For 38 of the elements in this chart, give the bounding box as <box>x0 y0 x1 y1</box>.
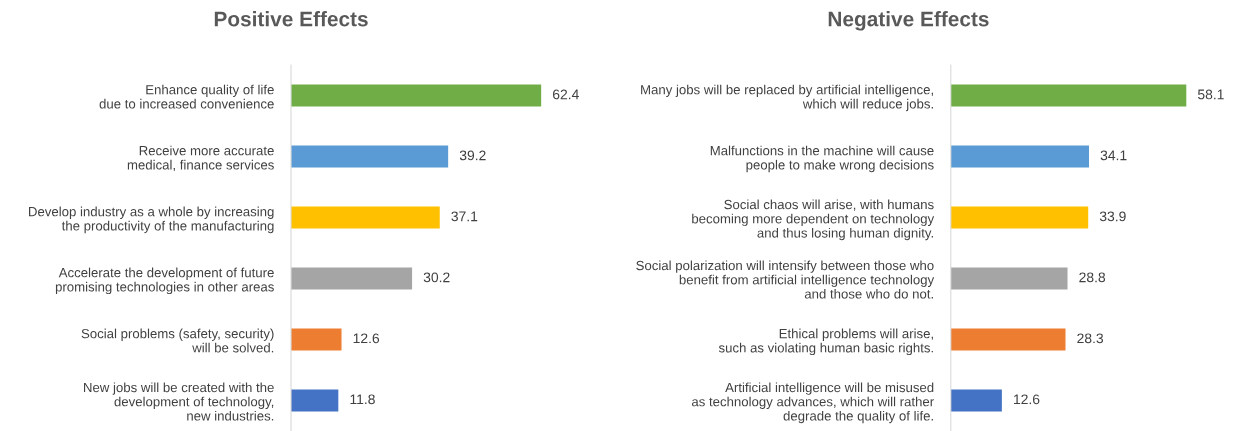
bar <box>950 267 1068 290</box>
data-label: 34.1 <box>1100 150 1127 161</box>
bar <box>950 84 1187 107</box>
data-label: 12.6 <box>1014 394 1040 405</box>
bar <box>291 389 339 412</box>
y-tick-label: Develop industry as a whole by increasing the productivity of the manufacturing <box>29 206 274 234</box>
data-label: 11.8 <box>350 394 375 405</box>
y-tick-label: Social problems (safety, security) will be solved. <box>81 328 274 353</box>
y-tick-label: Social polarization will intensify between those who benefit from artificial intelligence technology and those who do not. <box>636 260 935 299</box>
y-tick-label: Ethical problems will arise, such as violating human basic rights. <box>718 328 933 356</box>
chart-title: Negative Effects <box>828 11 989 31</box>
chart-title: Positive Effects <box>214 11 368 27</box>
y-tick-label: Malfunctions in the machine will cause people to make wrong decisions <box>710 145 934 173</box>
y-tick-label: New jobs will be created with the development of technology, new industries. <box>84 382 274 421</box>
data-label: 58.1 <box>1197 89 1224 100</box>
data-label: 30.2 <box>423 272 450 283</box>
data-label: 12.6 <box>353 333 380 344</box>
data-label: 37.1 <box>451 211 478 222</box>
bar <box>291 84 542 107</box>
bar <box>291 328 342 351</box>
bar <box>291 267 413 290</box>
data-label: 33.9 <box>1099 211 1126 222</box>
bar <box>291 206 440 229</box>
bar <box>950 145 1090 168</box>
data-label: 28.3 <box>1077 333 1104 344</box>
y-tick-label: Social chaos will arise, with humans becoming more dependent on technology and thus losing human dignity. <box>692 199 935 241</box>
bar <box>950 328 1066 351</box>
bar <box>950 206 1089 229</box>
data-label: 62.4 <box>552 89 579 100</box>
y-tick-label: Receive more accurate medical, finance services <box>127 145 274 172</box>
y-tick-label: Many jobs will be replaced by artificial intelligence, which will reduce jobs. <box>641 84 933 112</box>
y-tick-label: Accelerate the development of future promising technologies in other areas <box>55 267 274 295</box>
bar <box>950 389 1002 412</box>
data-label: 28.8 <box>1079 272 1106 283</box>
y-tick-label: Enhance quality of life due to increased convenience <box>99 84 274 109</box>
data-label: 39.2 <box>459 150 486 161</box>
bar <box>291 145 449 168</box>
y-tick-label: Artificial intelligence will be misused as technology advances, which will rather degrade the quality of life. <box>691 382 934 424</box>
